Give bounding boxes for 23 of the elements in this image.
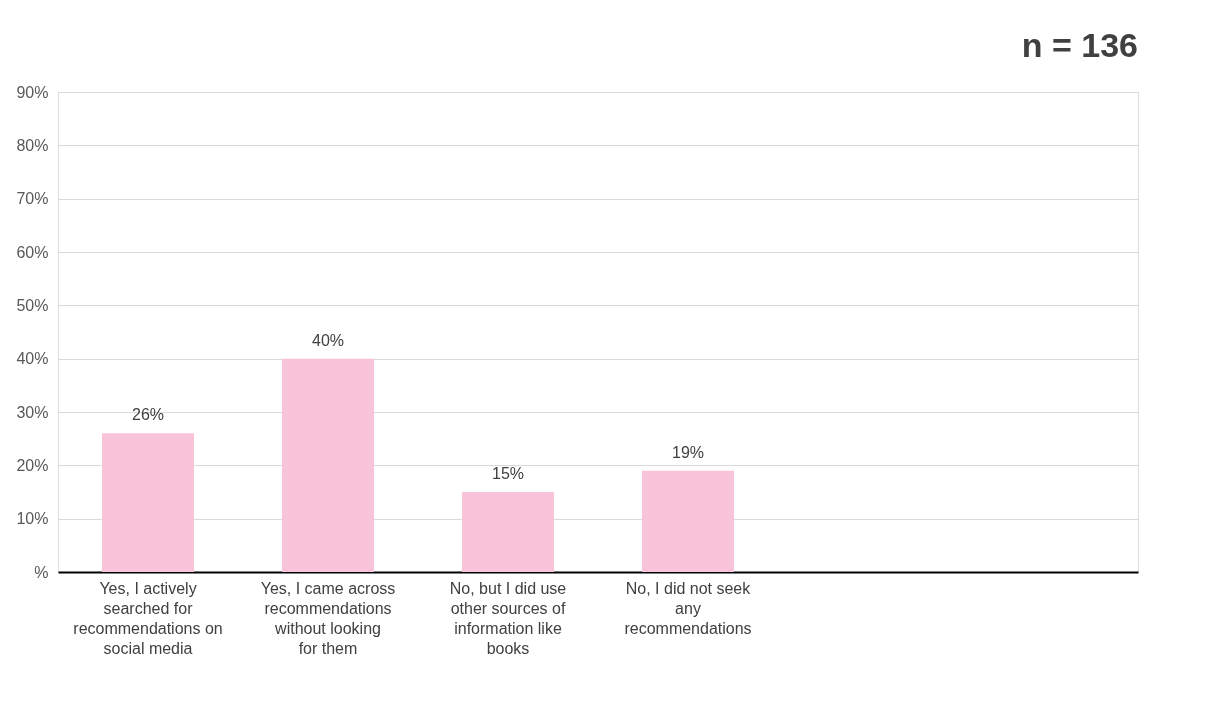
y-tick-label: 10% [16, 510, 49, 528]
x-tick-label: No, but I did use other sources of information like books [449, 579, 567, 657]
y-tick-label: 80% [16, 136, 49, 154]
x-tick-label: Yes, I came across recommendations without looking for them [260, 579, 396, 657]
bar [642, 470, 734, 572]
y-tick-label: 50% [16, 296, 49, 314]
y-tick-label: 30% [16, 403, 49, 421]
data-label: 26% [131, 406, 165, 424]
y-tick-label: 90% [16, 83, 49, 101]
bar [462, 492, 554, 572]
data-label: 19% [671, 443, 705, 461]
y-tick-label: 20% [16, 456, 49, 474]
y-tick-label: 70% [16, 190, 49, 208]
y-tick-label: % [34, 563, 49, 581]
chart-title: n = 136 [1021, 26, 1138, 64]
x-tick-label: Yes, I actively searched for recommendations on social media [73, 579, 223, 657]
y-tick-label: 60% [16, 243, 49, 261]
data-label: 40% [311, 331, 345, 349]
bar [102, 433, 194, 572]
data-label: 15% [491, 465, 525, 482]
bar [282, 358, 374, 572]
y-tick-label: 40% [16, 350, 49, 368]
x-tick-label: No, I did not seek any recommendations [624, 579, 752, 637]
